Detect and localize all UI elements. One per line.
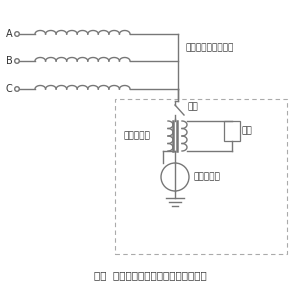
Bar	[224, 121, 240, 141]
Text: 刀闸: 刀闸	[188, 103, 199, 112]
Text: 电阻: 电阻	[242, 127, 253, 136]
Text: 发电机定子三相绕组: 发电机定子三相绕组	[186, 43, 234, 52]
Text: 电流互感器: 电流互感器	[193, 173, 220, 181]
Text: 图四  发电机中性点接地电阻工作原理图: 图四 发电机中性点接地电阻工作原理图	[94, 270, 206, 280]
Text: B: B	[6, 56, 13, 66]
Text: A: A	[6, 29, 13, 39]
Text: 接地变压器: 接地变压器	[123, 131, 150, 140]
Text: C: C	[6, 84, 13, 94]
